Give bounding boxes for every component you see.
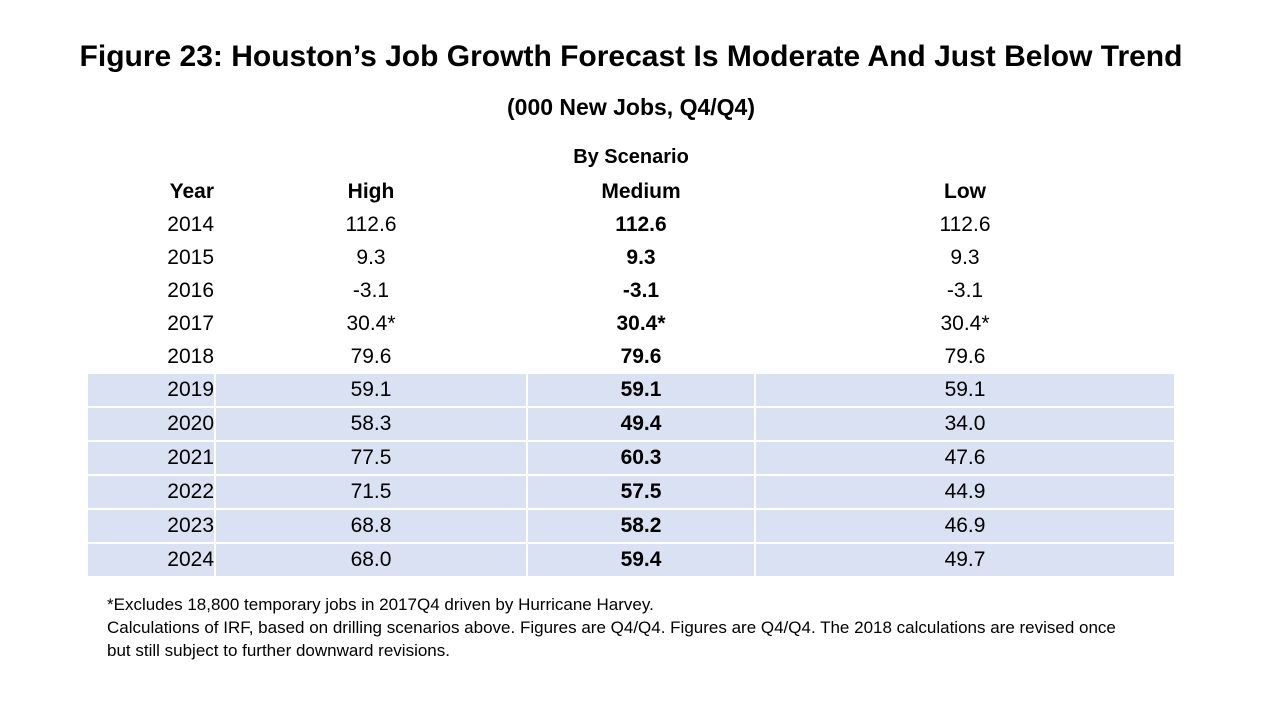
medium-cell: 59.1 bbox=[528, 374, 754, 406]
figure-subtitle: (000 New Jobs, Q4/Q4) bbox=[507, 94, 755, 120]
year-cell: 2018 bbox=[167, 345, 214, 368]
medium-cell: 58.2 bbox=[528, 510, 754, 542]
low-cell: 9.3 bbox=[950, 246, 980, 269]
year-cell: 2019 bbox=[88, 374, 214, 406]
table-header-row: Year High Medium Low bbox=[88, 175, 1174, 208]
high-cell: 68.0 bbox=[216, 544, 526, 576]
medium-cell: 60.3 bbox=[528, 442, 754, 474]
medium-cell: -3.1 bbox=[622, 279, 660, 302]
footnote-line: but still subject to further downward re… bbox=[107, 641, 450, 660]
year-cell: 2015 bbox=[167, 246, 214, 269]
figure-title: Figure 23: Houston’s Job Growth Forecast… bbox=[79, 40, 1183, 73]
high-cell: 58.3 bbox=[216, 408, 526, 440]
footnotes: *Excludes 18,800 temporary jobs in 2017Q… bbox=[107, 593, 1207, 662]
footnote-line: *Excludes 18,800 temporary jobs in 2017Q… bbox=[107, 595, 654, 614]
header-year: Year bbox=[169, 180, 214, 203]
medium-cell: 30.4* bbox=[616, 312, 666, 335]
scenario-group-header: By Scenario bbox=[573, 146, 689, 168]
low-cell: 59.1 bbox=[756, 374, 1174, 406]
high-cell: -3.1 bbox=[352, 279, 390, 302]
table-row-forecast: 2019 59.1 59.1 59.1 bbox=[88, 373, 1174, 407]
year-cell: 2024 bbox=[88, 544, 214, 576]
header-low: Low bbox=[944, 180, 986, 203]
low-cell: -3.1 bbox=[946, 279, 984, 302]
table-row-forecast: 2021 77.5 60.3 47.6 bbox=[88, 441, 1174, 475]
table-row: 2016 -3.1 -3.1 -3.1 bbox=[88, 274, 1174, 307]
table-row: 2017 30.4* 30.4* 30.4* bbox=[88, 307, 1174, 340]
low-cell: 49.7 bbox=[756, 544, 1174, 576]
medium-cell: 112.6 bbox=[615, 213, 667, 236]
year-cell: 2023 bbox=[88, 510, 214, 542]
table-row-forecast: 2020 58.3 49.4 34.0 bbox=[88, 407, 1174, 441]
year-cell: 2022 bbox=[88, 476, 214, 508]
low-cell: 34.0 bbox=[756, 408, 1174, 440]
high-cell: 79.6 bbox=[350, 345, 392, 368]
table-row-forecast: 2023 68.8 58.2 46.9 bbox=[88, 509, 1174, 543]
table-row: 2018 79.6 79.6 79.6 bbox=[88, 340, 1174, 373]
header-high: High bbox=[347, 180, 395, 203]
low-cell: 44.9 bbox=[756, 476, 1174, 508]
low-cell: 47.6 bbox=[756, 442, 1174, 474]
year-cell: 2017 bbox=[167, 312, 214, 335]
header-medium: Medium bbox=[601, 180, 681, 203]
high-cell: 68.8 bbox=[216, 510, 526, 542]
high-cell: 77.5 bbox=[216, 442, 526, 474]
high-cell: 59.1 bbox=[216, 374, 526, 406]
low-cell: 46.9 bbox=[756, 510, 1174, 542]
medium-cell: 79.6 bbox=[620, 345, 662, 368]
table-row: 2015 9.3 9.3 9.3 bbox=[88, 241, 1174, 274]
table-row-forecast: 2024 68.0 59.4 49.7 bbox=[88, 543, 1174, 577]
footnote-line: Calculations of IRF, based on drilling s… bbox=[107, 618, 1116, 637]
medium-cell: 57.5 bbox=[528, 476, 754, 508]
low-cell: 30.4* bbox=[940, 312, 990, 335]
high-cell: 112.6 bbox=[345, 213, 397, 236]
high-cell: 30.4* bbox=[346, 312, 396, 335]
medium-cell: 9.3 bbox=[626, 246, 656, 269]
year-cell: 2021 bbox=[88, 442, 214, 474]
high-cell: 71.5 bbox=[216, 476, 526, 508]
high-cell: 9.3 bbox=[356, 246, 386, 269]
low-cell: 112.6 bbox=[939, 213, 991, 236]
table-row: 2014 112.6 112.6 112.6 bbox=[88, 208, 1174, 241]
year-cell: 2014 bbox=[167, 213, 214, 236]
forecast-table: Year High Medium Low 2014 112.6 112.6 11… bbox=[88, 175, 1174, 577]
year-cell: 2020 bbox=[88, 408, 214, 440]
medium-cell: 59.4 bbox=[528, 544, 754, 576]
medium-cell: 49.4 bbox=[528, 408, 754, 440]
table-row-forecast: 2022 71.5 57.5 44.9 bbox=[88, 475, 1174, 509]
low-cell: 79.6 bbox=[944, 345, 986, 368]
year-cell: 2016 bbox=[167, 279, 214, 302]
